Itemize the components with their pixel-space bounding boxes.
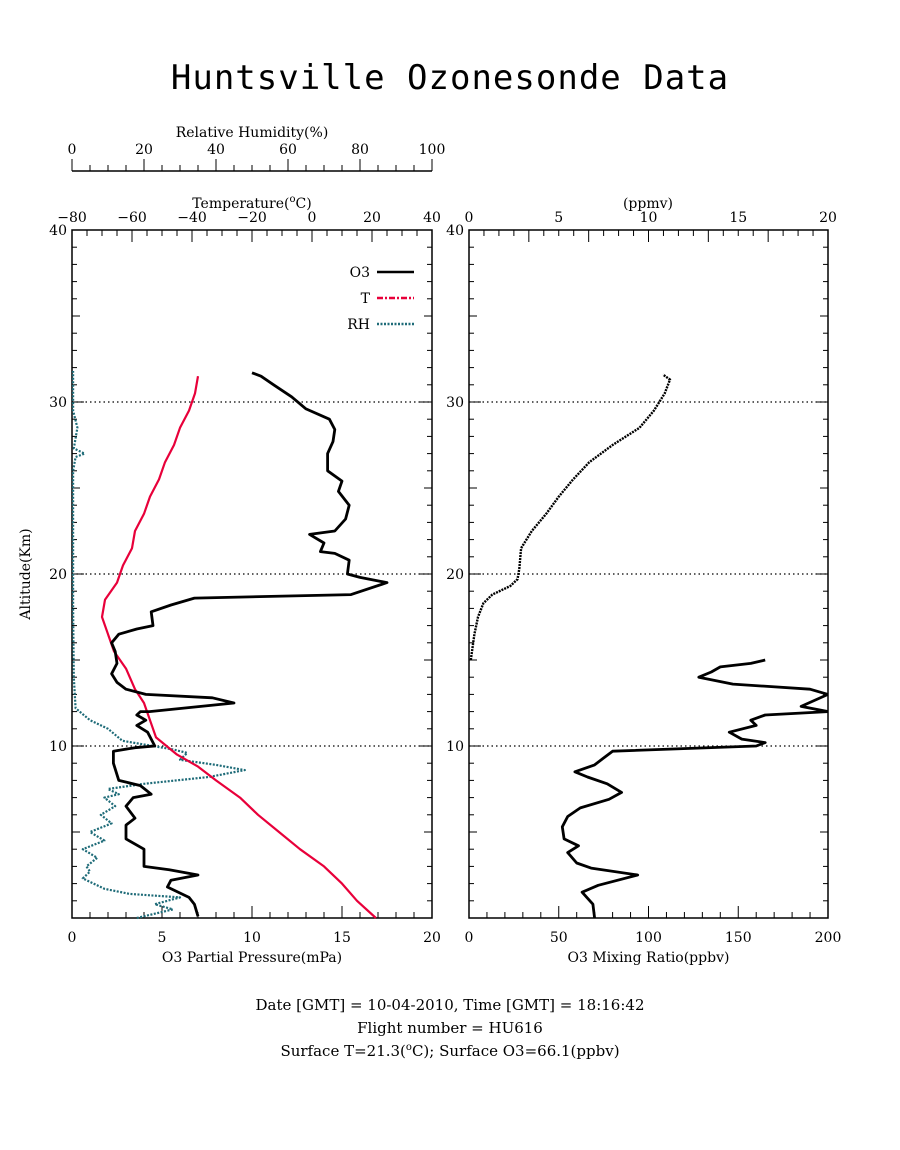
right-xtick-label: 100 (635, 930, 662, 946)
right-xtick-label: 150 (725, 930, 752, 946)
rh-tick-label: 40 (207, 142, 225, 158)
right-x2tick-label: 5 (554, 210, 563, 226)
rh-tick-label: 100 (419, 142, 446, 158)
series-t-line (100, 376, 377, 919)
rh-tick-label: 0 (68, 142, 77, 158)
left-x2label-temperature: Temperature(oC) (192, 194, 311, 212)
legend: O3 T RH (347, 265, 414, 333)
right-plot-frame (468, 229, 829, 919)
right-series-clipped (560, 658, 828, 918)
footer-surface-t: Surface T=21.3( (280, 1042, 406, 1060)
left-x2tick-label: −20 (237, 210, 267, 226)
left-xtick-label: 5 (158, 930, 167, 946)
left-x2tick-label: −60 (117, 210, 147, 226)
left-xtick-label: 0 (68, 930, 77, 946)
left-x2tick-label: 40 (423, 210, 441, 226)
series-rh-line (71, 371, 246, 920)
left-xtick-label: 15 (333, 930, 351, 946)
left-xtick-label: 20 (423, 930, 441, 946)
right-xtick-label: 200 (815, 930, 842, 946)
left-xtick-label: 10 (243, 930, 261, 946)
left-ytick-label: 20 (49, 567, 67, 583)
chart-title: Huntsville Ozonesonde Data (170, 58, 730, 98)
right-x2tick-label: 15 (729, 210, 747, 226)
right-x2tick-label: 10 (640, 210, 658, 226)
left-x2tick-label: 20 (363, 210, 381, 226)
right-xlabel: O3 Mixing Ratio(ppbv) (568, 950, 730, 966)
left-ytick-label: 30 (49, 395, 67, 411)
left-ylabel: Altitude(Km) (18, 528, 34, 620)
right-ytick-label: 20 (446, 567, 464, 583)
footer-flight-number: Flight number = HU616 (357, 1019, 543, 1037)
legend-label-o3: O3 (350, 265, 370, 281)
rh-tick-label: 60 (279, 142, 297, 158)
right-ytick-label: 40 (446, 223, 464, 239)
series-o3-line (110, 371, 389, 917)
left-panel: 10 20 30 40 0 5 10 15 20 O3 Partial Pressure(mPa)… (18, 125, 445, 966)
footer-surface-values: Surface T=21.3(oC); Surface O3=66.1(ppbv… (0, 1042, 900, 1060)
rh-tick-label: 80 (351, 142, 369, 158)
right-xtick-label: 50 (550, 930, 568, 946)
left-ytick-label: 40 (49, 223, 67, 239)
left-x2tick-label: −40 (177, 210, 207, 226)
right-xtick-label: 0 (465, 930, 474, 946)
right-x2label-ppmv: (ppmv) (623, 196, 673, 212)
legend-label-t: T (361, 291, 371, 307)
left-x2tick-label: −80 (57, 210, 87, 226)
left-x2tick-label: 0 (308, 210, 317, 226)
rh-axis-label: Relative Humidity(%) (176, 125, 329, 141)
footer-degree-sup: o (405, 1042, 412, 1053)
left-ytick-label: 10 (49, 739, 67, 755)
footer-surface-o3: C); Surface O3=66.1(ppbv) (411, 1042, 620, 1060)
right-x2tick-label: 0 (465, 210, 474, 226)
right-ytick-label: 30 (446, 395, 464, 411)
footer-date-time: Date [GMT] = 10-04-2010, Time [GMT] = 18… (255, 996, 645, 1014)
series-o3-ppbv-line (560, 658, 828, 918)
series-o3-ppmv-line (469, 373, 672, 661)
right-ytick-label: 10 (446, 739, 464, 755)
left-xlabel: O3 Partial Pressure(mPa) (162, 950, 342, 966)
rh-tick-label: 20 (135, 142, 153, 158)
legend-label-rh: RH (347, 317, 370, 333)
right-x2tick-label: 20 (819, 210, 837, 226)
